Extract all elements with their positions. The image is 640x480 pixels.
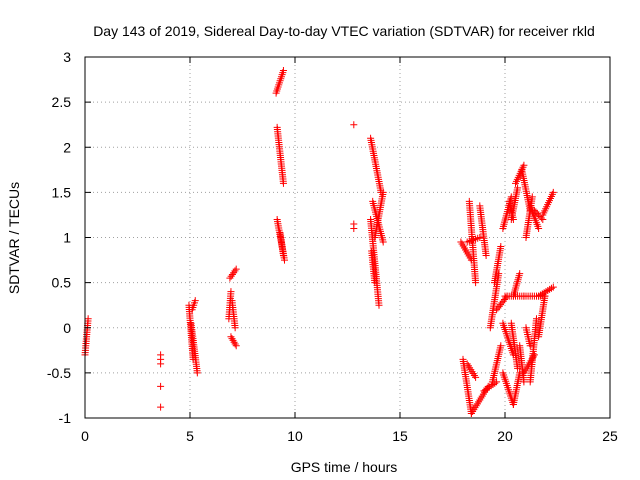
data-point <box>231 324 239 332</box>
data-point <box>530 351 538 359</box>
data-point <box>279 252 287 260</box>
x-tick-label: 0 <box>81 428 89 444</box>
data-point <box>279 67 287 75</box>
data-point <box>193 369 201 377</box>
data-point <box>227 272 235 280</box>
data-point <box>279 179 287 187</box>
data-point <box>472 279 480 287</box>
data-point <box>84 315 92 323</box>
data-point <box>497 243 505 251</box>
data-point <box>484 384 492 392</box>
data-point <box>227 333 235 341</box>
data-point <box>520 161 528 169</box>
data-point <box>371 279 379 287</box>
data-point <box>230 269 238 277</box>
y-tick-label: 0.5 <box>52 275 72 291</box>
data-point <box>191 297 199 305</box>
y-tick-label: 2 <box>63 139 71 155</box>
data-point <box>231 340 239 348</box>
x-tick-label: 5 <box>186 428 194 444</box>
data-point <box>514 364 522 372</box>
data-point <box>497 342 505 350</box>
data-point <box>379 238 387 246</box>
y-axis-label: SDTVAR / TECUs <box>6 182 22 294</box>
data-point <box>281 256 288 264</box>
x-tick-label: 25 <box>602 428 618 444</box>
data-point <box>157 403 165 411</box>
data-point <box>227 288 235 296</box>
data-point <box>157 360 165 368</box>
data-point <box>549 188 557 196</box>
data-point <box>480 387 488 395</box>
data-point <box>232 342 240 350</box>
y-tick-label: 2.5 <box>52 94 72 110</box>
data-point <box>379 188 387 196</box>
x-tick-label: 15 <box>392 428 408 444</box>
data-point <box>350 121 358 129</box>
data-point <box>533 315 540 323</box>
data-points <box>81 67 557 417</box>
data-point <box>476 234 484 241</box>
y-tick-label: 3 <box>63 49 71 65</box>
data-point <box>528 193 536 201</box>
data-point <box>549 283 557 291</box>
data-point <box>535 224 543 232</box>
data-point <box>487 382 495 390</box>
data-point <box>520 378 528 386</box>
y-tick-label: 1 <box>63 230 71 246</box>
data-point <box>485 383 493 391</box>
data-point <box>226 274 234 282</box>
y-tick-label: 1.5 <box>52 184 72 200</box>
data-point <box>375 301 383 309</box>
grid-lines <box>85 57 610 418</box>
data-point <box>507 193 515 201</box>
data-point <box>157 382 165 390</box>
y-tick-label: -0.5 <box>47 365 71 381</box>
data-point <box>228 335 236 343</box>
y-tick-label: -1 <box>59 410 72 426</box>
data-point <box>229 336 237 344</box>
chart-title: Day 143 of 2019, Sidereal Day-to-day VTE… <box>93 23 595 39</box>
data-point <box>231 267 239 275</box>
ticks <box>84 56 611 419</box>
data-point <box>350 224 358 232</box>
data-point <box>514 184 522 192</box>
x-tick-labels: 0 5 10 15 20 25 <box>81 428 618 444</box>
data-point <box>472 373 480 381</box>
data-point <box>232 265 240 273</box>
data-point <box>230 338 238 346</box>
x-tick-label: 10 <box>287 428 303 444</box>
data-point <box>228 271 236 279</box>
data-point <box>526 342 534 350</box>
data-point <box>516 270 524 278</box>
x-tick-label: 20 <box>497 428 513 444</box>
data-point <box>502 294 510 302</box>
x-axis-label: GPS time / hours <box>291 459 398 475</box>
data-point <box>482 252 490 260</box>
y-tick-labels: -1 -0.5 0 0.5 1 1.5 2 2.5 3 <box>47 49 71 426</box>
data-point <box>537 214 545 222</box>
y-tick-label: 0 <box>63 320 71 336</box>
data-point <box>482 386 490 394</box>
